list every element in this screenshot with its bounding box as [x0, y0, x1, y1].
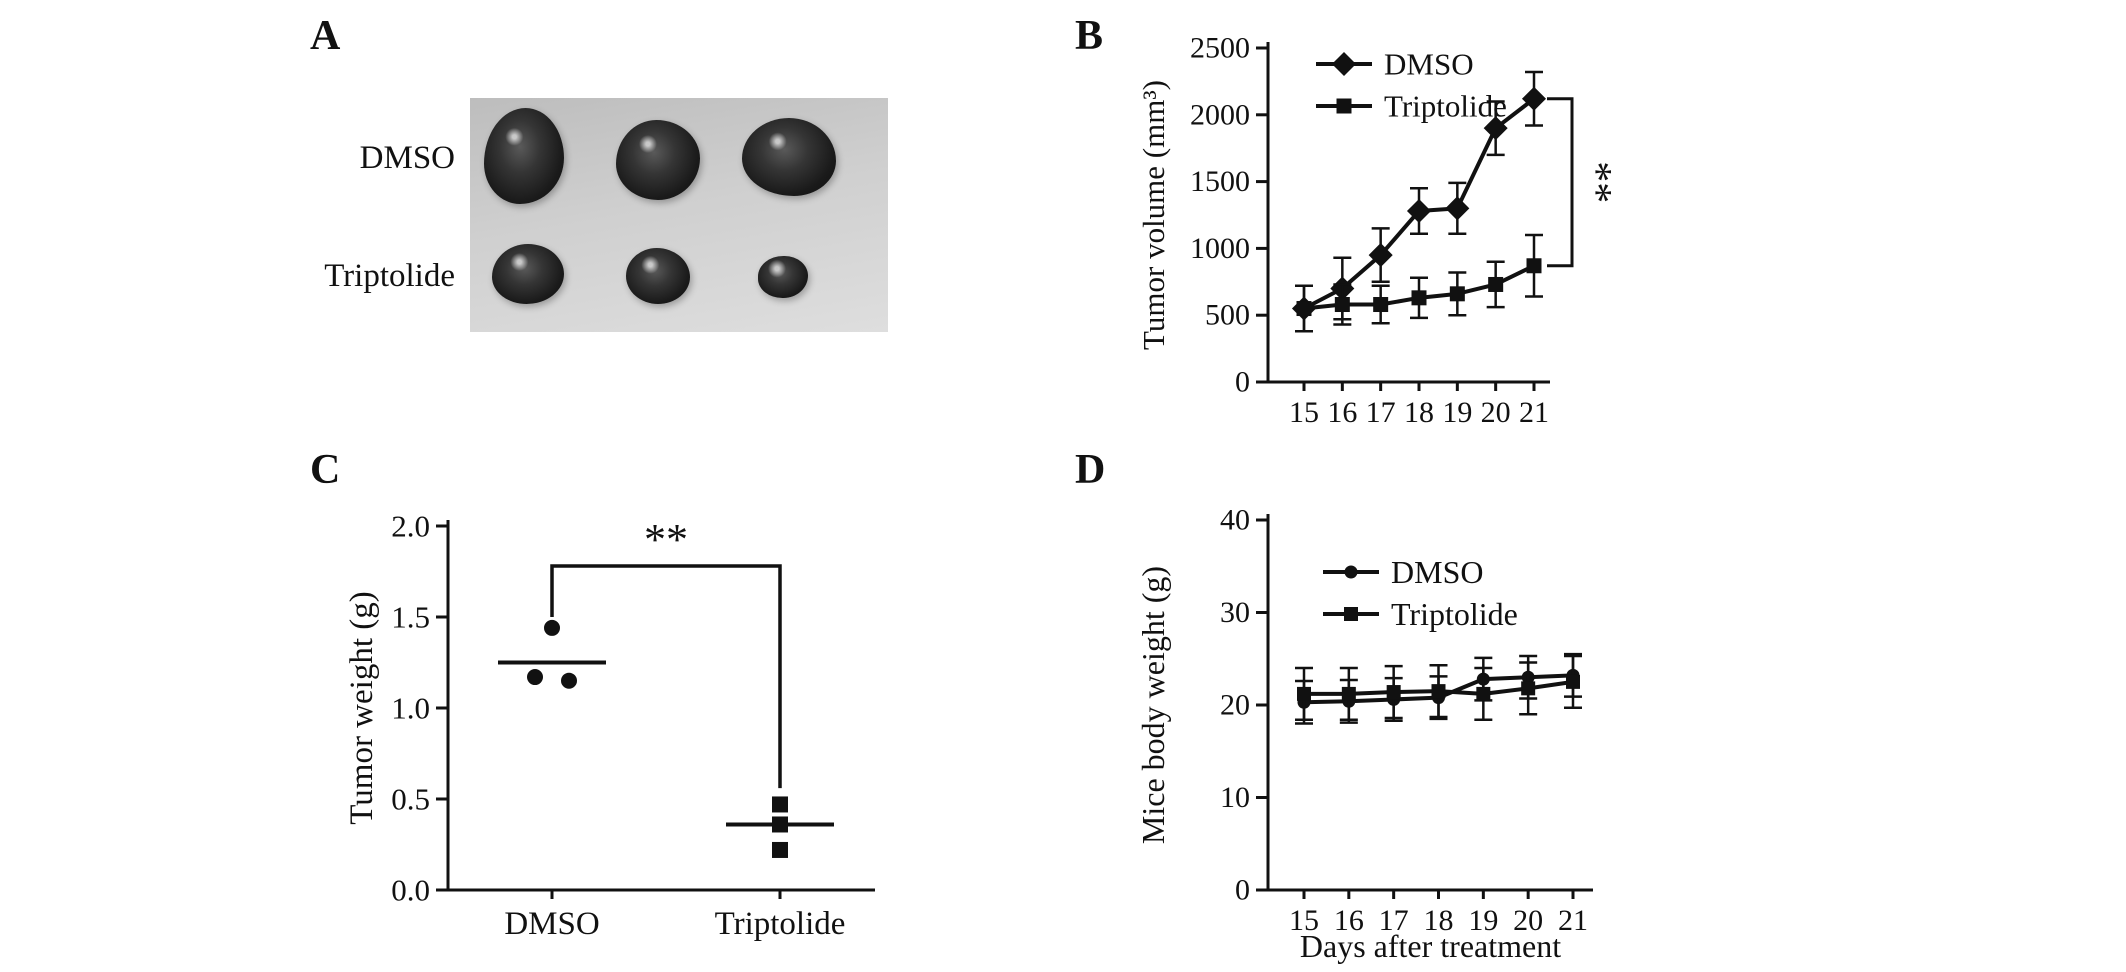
panel-label-c: C [310, 447, 341, 493]
svg-text:1.5: 1.5 [391, 600, 430, 635]
svg-text:18: 18 [1424, 904, 1454, 937]
y-axis-label: Tumor volume (mm³) [1136, 80, 1171, 350]
tumor-weight-chart: 0.0 0.5 1.0 1.5 2.0 DMSO Triptolide Tumor weigh… [344, 509, 875, 942]
tumor-specimen [616, 120, 700, 200]
series-triptolide [1295, 233, 1543, 333]
tumor-photo [470, 98, 888, 332]
svg-text:0.5: 0.5 [391, 782, 430, 817]
svg-text:0.0: 0.0 [391, 873, 430, 908]
legend-label: DMSO [1384, 47, 1474, 82]
significance-label: ** [644, 515, 688, 564]
photo-row-label-dmso: DMSO [359, 140, 455, 176]
tumor-specimen [626, 248, 690, 304]
category-label: Triptolide [715, 906, 846, 942]
axes: 0.0 0.5 1.0 1.5 2.0 DMSO Triptolide [391, 509, 875, 942]
legend-label: Triptolide [1384, 89, 1507, 124]
svg-text:19: 19 [1442, 396, 1472, 429]
svg-text:17: 17 [1379, 904, 1409, 937]
tumor-specimen [484, 108, 564, 204]
group-triptolide [726, 796, 834, 858]
svg-text:16: 16 [1327, 396, 1357, 429]
svg-text:15: 15 [1289, 904, 1319, 937]
svg-text:2000: 2000 [1190, 98, 1250, 131]
panel-label-a: A [310, 13, 341, 59]
svg-text:20: 20 [1513, 904, 1543, 937]
panel-label-b: B [1075, 13, 1104, 59]
significance-bracket: ** [1547, 97, 1619, 268]
y-axis-label: Tumor weight (g) [344, 591, 380, 824]
legend-label: Triptolide [1391, 596, 1518, 632]
svg-text:10: 10 [1220, 781, 1250, 814]
svg-text:21: 21 [1558, 904, 1588, 937]
significance-label: ** [1573, 161, 1619, 203]
svg-text:2500: 2500 [1190, 32, 1250, 65]
svg-text:15: 15 [1289, 396, 1319, 429]
tumor-specimen [742, 118, 836, 196]
tumor-volume-chart: 0 500 1000 1500 2000 2500 15 16 17 18 19 20 21 Tumor … [1136, 32, 1619, 430]
svg-text:1.0: 1.0 [391, 691, 430, 726]
group-dmso [498, 619, 606, 689]
svg-text:20: 20 [1481, 396, 1511, 429]
axes: 0 10 20 30 40 15 16 17 18 19 20 21 [1220, 504, 1593, 937]
category-label: DMSO [504, 906, 599, 942]
svg-text:1500: 1500 [1190, 165, 1250, 198]
svg-text:20: 20 [1220, 689, 1250, 722]
tumor-specimen [758, 256, 808, 298]
svg-text:16: 16 [1334, 904, 1364, 937]
tumor-specimen [492, 244, 564, 304]
svg-text:19: 19 [1468, 904, 1498, 937]
series-triptolide [1295, 654, 1582, 722]
legend-label: DMSO [1391, 554, 1483, 590]
svg-text:2.0: 2.0 [391, 509, 430, 544]
svg-text:17: 17 [1366, 396, 1396, 429]
axes: 0 500 1000 1500 2000 2500 15 16 17 18 19 20 21 [1190, 32, 1550, 429]
x-axis-label: Days after treatment [1300, 928, 1561, 964]
svg-text:30: 30 [1220, 596, 1250, 629]
svg-text:0: 0 [1235, 366, 1250, 399]
legend: DMSO Triptolide [1323, 554, 1518, 632]
significance-bracket: ** [550, 515, 782, 789]
photo-row-label-triptolide: Triptolide [324, 258, 455, 294]
body-weight-chart: 0 10 20 30 40 15 16 17 18 19 20 21 Mice body weight … [1135, 504, 1593, 964]
svg-text:1000: 1000 [1190, 232, 1250, 265]
svg-text:18: 18 [1404, 396, 1434, 429]
svg-text:40: 40 [1220, 504, 1250, 537]
panel-label-d: D [1075, 447, 1106, 493]
svg-text:0: 0 [1235, 874, 1250, 907]
y-axis-label: Mice body weight (g) [1135, 566, 1171, 844]
svg-text:21: 21 [1519, 396, 1549, 429]
legend: DMSO Triptolide [1316, 47, 1507, 124]
svg-text:500: 500 [1205, 299, 1250, 332]
